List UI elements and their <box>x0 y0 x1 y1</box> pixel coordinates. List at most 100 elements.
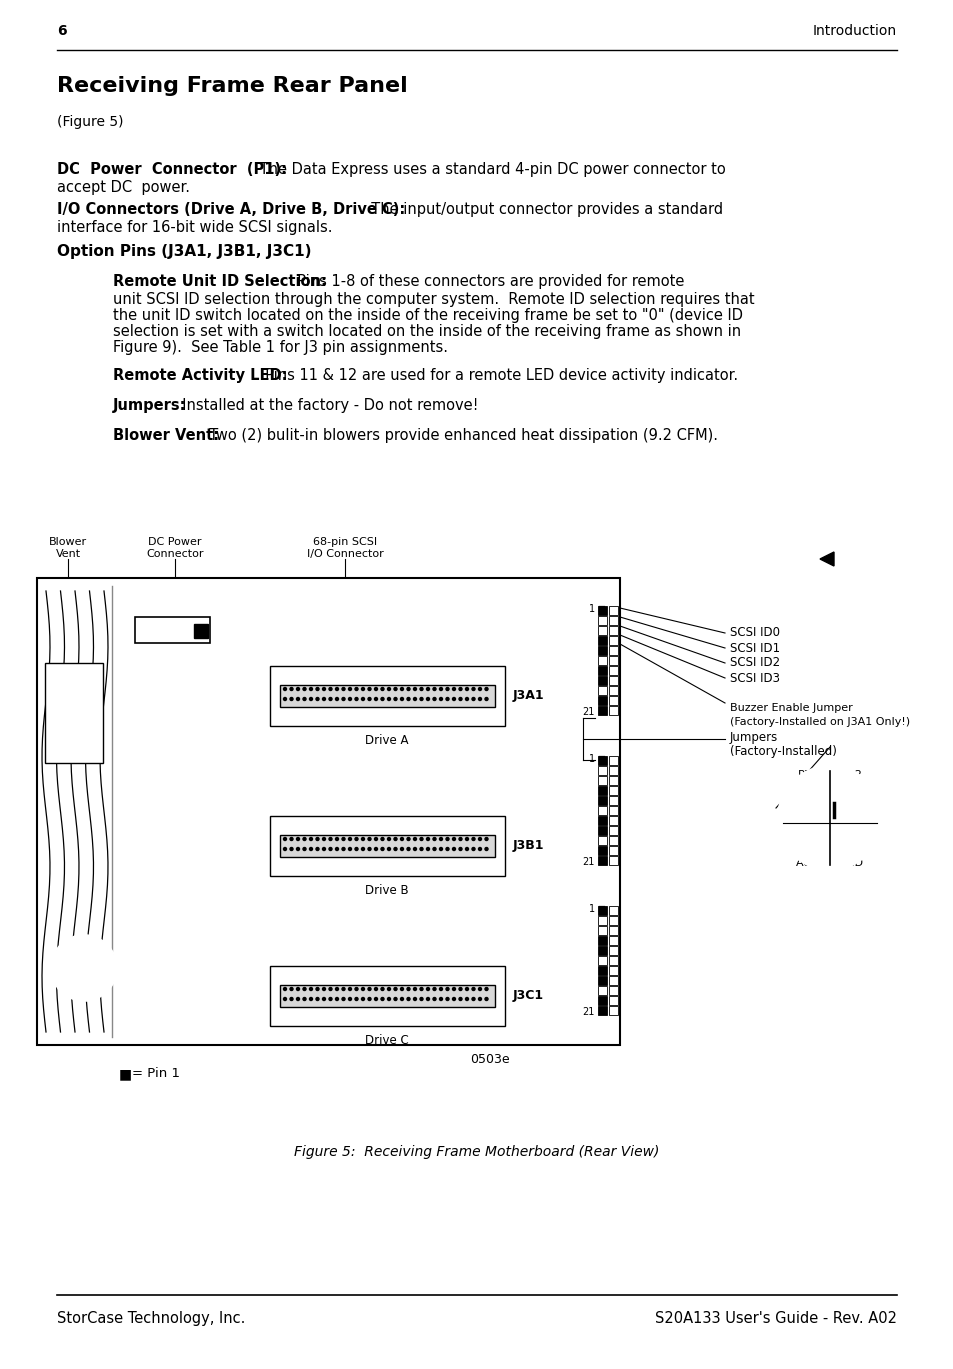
Circle shape <box>407 697 410 701</box>
Circle shape <box>433 847 436 850</box>
Circle shape <box>394 847 396 850</box>
Circle shape <box>303 987 306 991</box>
Circle shape <box>413 697 416 701</box>
Bar <box>608 637 618 645</box>
Circle shape <box>452 987 455 991</box>
Circle shape <box>452 697 455 701</box>
Circle shape <box>348 998 351 1001</box>
Circle shape <box>368 987 371 991</box>
Bar <box>608 967 618 975</box>
Circle shape <box>478 838 481 841</box>
Text: Drive A: Drive A <box>365 734 408 747</box>
Bar <box>598 936 606 945</box>
Circle shape <box>361 687 364 690</box>
Circle shape <box>290 847 293 850</box>
Circle shape <box>484 838 488 841</box>
Circle shape <box>439 987 442 991</box>
Circle shape <box>309 987 313 991</box>
Text: DC Power
Connector: DC Power Connector <box>146 537 204 559</box>
Circle shape <box>296 987 299 991</box>
Circle shape <box>452 998 455 1001</box>
Circle shape <box>426 847 429 850</box>
Text: 1: 1 <box>588 904 595 914</box>
Circle shape <box>341 998 345 1001</box>
Circle shape <box>400 987 403 991</box>
Circle shape <box>348 687 351 690</box>
Circle shape <box>472 697 475 701</box>
Bar <box>608 1006 618 1014</box>
Circle shape <box>368 998 371 1001</box>
Bar <box>598 856 606 865</box>
Circle shape <box>355 987 357 991</box>
Circle shape <box>484 847 488 850</box>
Bar <box>608 826 618 835</box>
Bar <box>598 976 606 986</box>
Circle shape <box>452 687 455 690</box>
Bar <box>270 665 504 726</box>
Circle shape <box>368 838 371 841</box>
Circle shape <box>484 998 488 1001</box>
Circle shape <box>290 987 293 991</box>
Circle shape <box>387 987 390 991</box>
Text: SCSI ID1: SCSI ID1 <box>729 642 780 654</box>
Circle shape <box>433 697 436 701</box>
Bar <box>598 816 606 826</box>
Bar <box>598 616 606 626</box>
Circle shape <box>380 987 384 991</box>
Circle shape <box>283 838 286 841</box>
Text: P12: P12 <box>841 769 862 780</box>
Circle shape <box>329 987 332 991</box>
Circle shape <box>315 687 318 690</box>
Text: I/O Connectors (Drive A, Drive B, Drive C):: I/O Connectors (Drive A, Drive B, Drive … <box>57 203 405 218</box>
Circle shape <box>478 697 481 701</box>
Circle shape <box>283 697 286 701</box>
Text: unit SCSI ID selection through the computer system.  Remote ID selection require: unit SCSI ID selection through the compu… <box>112 292 754 307</box>
Circle shape <box>296 697 299 701</box>
Circle shape <box>446 987 449 991</box>
Circle shape <box>315 847 318 850</box>
Bar <box>598 646 606 654</box>
Circle shape <box>426 697 429 701</box>
Text: Installed at the factory - Do not remove!: Installed at the factory - Do not remove… <box>172 398 478 413</box>
Circle shape <box>296 847 299 850</box>
Circle shape <box>387 697 390 701</box>
Circle shape <box>348 847 351 850</box>
Text: Buzzer Enable Jumper: Buzzer Enable Jumper <box>729 704 852 713</box>
Circle shape <box>472 838 475 841</box>
Circle shape <box>407 847 410 850</box>
Circle shape <box>419 987 422 991</box>
Circle shape <box>452 838 455 841</box>
Circle shape <box>380 838 384 841</box>
Circle shape <box>426 838 429 841</box>
Bar <box>598 686 606 695</box>
Text: 0503e: 0503e <box>470 1053 509 1066</box>
Circle shape <box>315 838 318 841</box>
Circle shape <box>778 767 882 871</box>
Bar <box>598 925 606 935</box>
Text: Introduction: Introduction <box>812 25 896 38</box>
Text: DC  Power  Connector  (P1):: DC Power Connector (P1): <box>57 162 287 177</box>
Circle shape <box>426 987 429 991</box>
Circle shape <box>465 687 468 690</box>
Circle shape <box>413 998 416 1001</box>
Bar <box>598 826 606 835</box>
Circle shape <box>433 987 436 991</box>
Circle shape <box>329 838 332 841</box>
Circle shape <box>283 687 286 690</box>
Circle shape <box>361 697 364 701</box>
Text: Option Pins (J3A1, J3B1, J3C1): Option Pins (J3A1, J3B1, J3C1) <box>57 244 312 259</box>
Circle shape <box>348 697 351 701</box>
Bar <box>608 916 618 925</box>
Circle shape <box>458 838 461 841</box>
Text: Receiving Frame Rear Panel: Receiving Frame Rear Panel <box>57 77 407 96</box>
Bar <box>608 626 618 635</box>
Text: The input/output connector provides a standard: The input/output connector provides a st… <box>361 203 722 218</box>
Circle shape <box>315 998 318 1001</box>
Text: 21: 21 <box>582 706 595 717</box>
Bar <box>280 684 495 706</box>
Bar <box>598 756 606 765</box>
Text: the unit ID switch located on the inside of the receiving frame be set to "0" (d: the unit ID switch located on the inside… <box>112 308 742 323</box>
Circle shape <box>303 697 306 701</box>
Circle shape <box>296 687 299 690</box>
Bar <box>608 767 618 775</box>
